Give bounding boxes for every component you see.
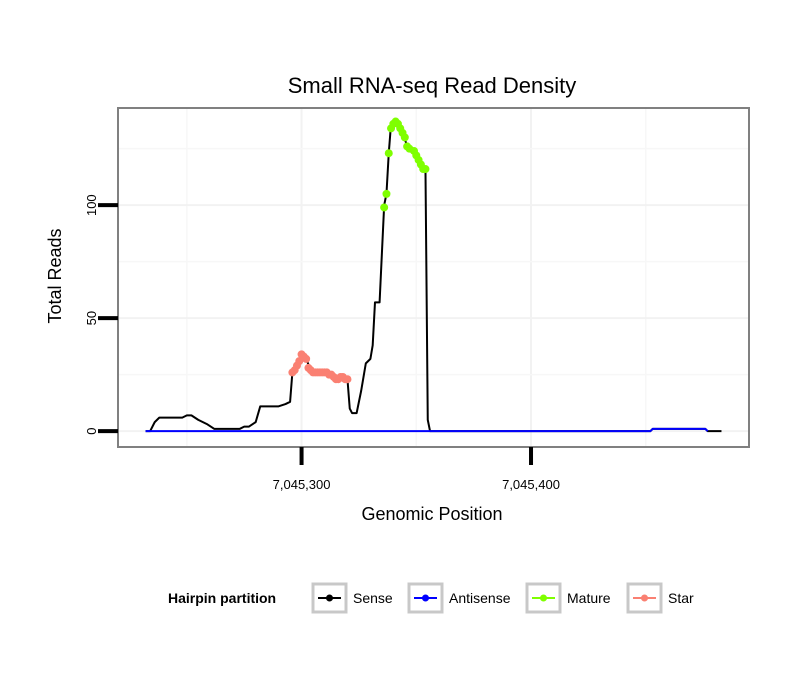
x-tick-label: 7,045,400 xyxy=(502,477,560,492)
y-tick-label: 50 xyxy=(84,311,99,325)
plot-border xyxy=(117,107,750,448)
legend-title: Hairpin partition xyxy=(168,590,276,606)
y-tick-label: 0 xyxy=(84,428,99,435)
data-point-mature xyxy=(384,149,393,158)
legend: Hairpin partition Sense Antisense Mature St… xyxy=(168,582,694,614)
legend-key-dot xyxy=(641,594,648,602)
legend-label-star: Star xyxy=(668,590,694,606)
y-tick-label: 100 xyxy=(84,194,99,216)
data-point-star xyxy=(343,375,352,384)
data-point-star xyxy=(302,354,311,363)
data-point-mature xyxy=(380,203,389,212)
series-layer xyxy=(145,117,722,433)
legend-key-dot xyxy=(422,594,429,602)
legend-label-antisense: Antisense xyxy=(449,590,511,606)
x-axis: 7,045,300 7,045,400 xyxy=(273,447,560,492)
chart-title: Small RNA-seq Read Density xyxy=(288,73,577,98)
legend-key-dot xyxy=(540,594,547,602)
x-axis-title: Genomic Position xyxy=(361,504,502,524)
series-line-antisense xyxy=(145,427,709,433)
data-point-mature xyxy=(400,133,409,142)
legend-label-sense: Sense xyxy=(353,590,393,606)
data-point-mature xyxy=(382,189,391,198)
x-tick-label: 7,045,300 xyxy=(273,477,331,492)
plot-panel xyxy=(118,108,749,447)
data-point-mature xyxy=(421,165,430,174)
y-axis-title: Total Reads xyxy=(45,228,65,323)
legend-label-mature: Mature xyxy=(567,590,611,606)
legend-key-dot xyxy=(326,594,333,602)
y-axis: 0 50 100 xyxy=(84,194,118,435)
